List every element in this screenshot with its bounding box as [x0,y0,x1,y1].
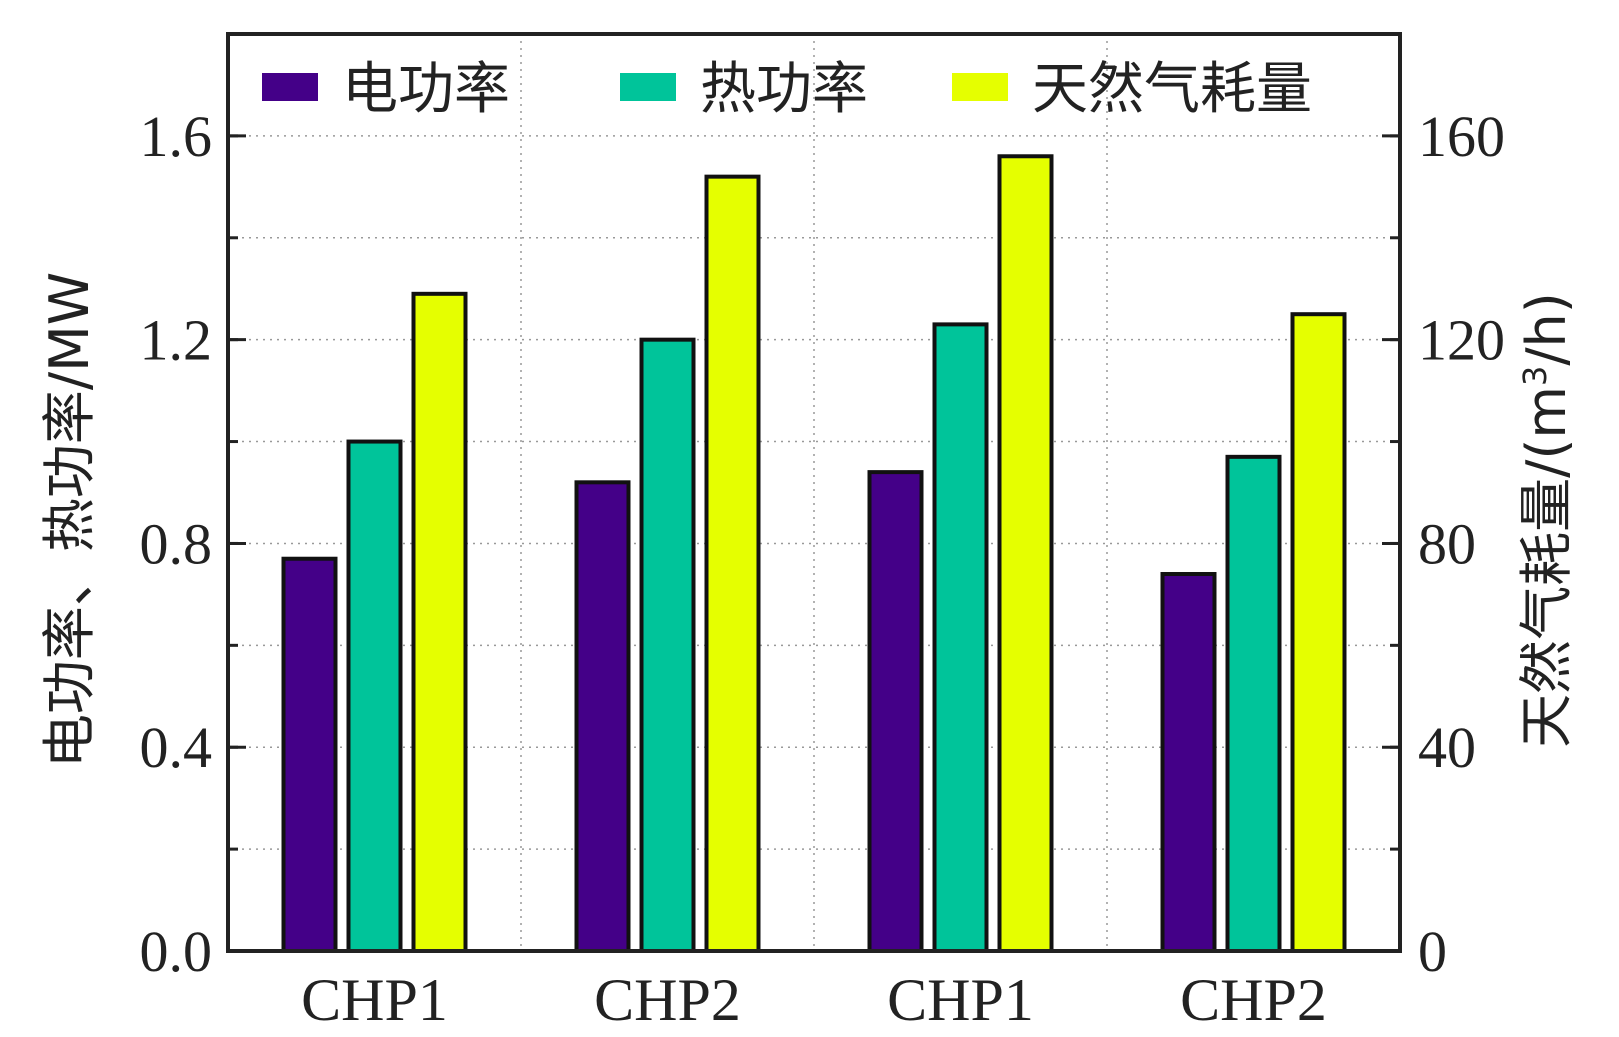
bar-3-1 [411,291,468,954]
grid-lines [228,34,1400,951]
plot-frame [226,32,1402,953]
y-right-tick-label: 0 [1418,919,1447,984]
y-axis-right-title-sup: 3 [1516,366,1554,386]
bar-1-3 [867,470,924,953]
y-right-tick-label: 80 [1418,511,1476,576]
bars [281,154,1347,954]
y-right-tick-label: 40 [1418,715,1476,780]
bar-3-3 [997,154,1054,953]
y-tick-label: 1.6 [140,104,213,169]
legend-label-3: 天然气耗量 [1032,57,1312,122]
bar-2-2 [639,337,696,953]
x-tick-label: CHP2 [594,967,741,1033]
y-tick-label: 0.0 [140,919,213,984]
y-tick-label: 0.4 [140,715,213,780]
bar-2-4 [1225,454,1282,953]
legend-label-1: 电功率 [342,57,510,122]
bar-3-2 [704,174,761,953]
y-right-tick-label: 160 [1418,104,1505,169]
y-tick-label: 1.2 [140,308,213,373]
y-axis-right-title-prefix: 天然气耗量/(m [1515,386,1578,748]
legend-label-2: 热功率 [700,57,868,122]
legend-swatch-2 [620,73,676,101]
y-axis-title: 电功率、热功率/MW [38,272,101,768]
bar-2-3 [932,322,989,953]
bar-1-2 [574,480,631,953]
legend-swatch-1 [262,73,318,101]
bar-1-4 [1160,572,1217,953]
bar-1-1 [281,556,338,953]
y-axis-right-title: 天然气耗量/(m3/h) [1515,292,1578,748]
legend-swatch-3 [952,73,1008,101]
bar-3-4 [1290,312,1347,953]
x-tick-label: CHP2 [1180,967,1327,1033]
x-tick-label: CHP1 [887,967,1034,1033]
y-axis-right-title-suffix: /h) [1515,292,1578,366]
legend: 电功率 热功率 天然气耗量 [262,57,1312,122]
bar-2-1 [346,439,403,953]
x-tick-label: CHP1 [301,967,448,1033]
y-right-tick-label: 120 [1418,308,1505,373]
y-tick-label: 0.8 [140,511,213,576]
tick-labels: CHP1 CHP2 CHP1 CHP2 0.0 0.4 0.8 1.2 1.6 0 40 80 120 1… [140,104,1506,1033]
axis-ticks [228,134,1400,953]
